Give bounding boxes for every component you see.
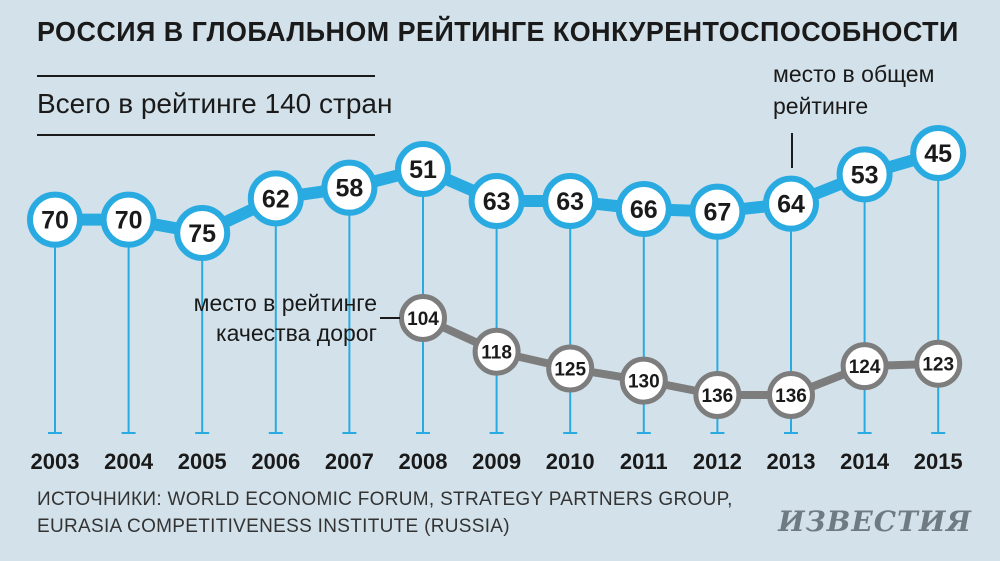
roads-label-2015: 123	[922, 355, 954, 376]
overall-point-2012	[689, 183, 746, 240]
roads-point-2015	[914, 339, 963, 388]
izvestia-logo: ИЗВЕСТИЯ	[778, 505, 972, 538]
overall-label-2004: 70	[115, 207, 143, 235]
overall-label-2003: 70	[41, 207, 69, 235]
roads-label-2013: 136	[775, 386, 807, 407]
year-label-2012: 2012	[693, 449, 742, 474]
roads-point-2010	[546, 344, 595, 393]
overall-point-2003	[27, 191, 83, 248]
overall-label-2013: 64	[777, 191, 805, 219]
chart-subtitle: Всего в рейтинге 140 стран	[37, 88, 393, 119]
overall-label-2012: 67	[703, 199, 731, 227]
year-label-2014: 2014	[840, 449, 890, 474]
overall-label-2011: 66	[630, 196, 658, 224]
source-line-1: ИСТОЧНИКИ: WORLD ECONOMIC FORUM, STRATEG…	[37, 489, 733, 510]
x-axis-labels: 2003 2004 2005 2006 2007 2008 2009 2010 2011 2012…	[31, 449, 963, 474]
overall-series-label-line-2: рейтинге	[773, 93, 868, 119]
overall-label-2008: 51	[409, 156, 437, 184]
overall-series: 70 70 75 62 58 51 63 63 66 67 64 53 45	[27, 125, 967, 261]
overall-point-2015	[910, 125, 967, 181]
year-label-2011: 2011	[620, 449, 668, 474]
overall-point-2014	[836, 146, 893, 203]
year-label-2007: 2007	[325, 449, 374, 474]
roads-point-2009	[472, 327, 521, 376]
roads-series-label-line-1: место в рейтинге	[194, 290, 377, 316]
overall-point-2006	[247, 170, 304, 227]
source-line-2: EURASIA COMPETITIVENESS INSTITUTE (RUSSI…	[37, 516, 510, 537]
year-label-2004: 2004	[104, 449, 154, 474]
overall-label-2010: 63	[556, 188, 584, 216]
overall-point-2010	[542, 173, 599, 229]
year-label-2003: 2003	[31, 449, 80, 474]
overall-label-2015: 45	[924, 140, 952, 168]
roads-label-2014: 124	[849, 357, 881, 378]
year-label-2005: 2005	[178, 449, 227, 474]
roads-label-2011: 130	[628, 372, 660, 393]
chart-title: РОССИЯ В ГЛОБАЛЬНОМ РЕЙТИНГЕ КОНКУРЕНТОС…	[37, 16, 959, 47]
title-divider-top	[37, 75, 375, 77]
overall-point-2005	[174, 205, 231, 261]
overall-point-2013	[763, 175, 819, 232]
roads-label-2009: 118	[481, 343, 512, 364]
overall-label-2007: 58	[335, 175, 363, 203]
year-label-2006: 2006	[251, 449, 300, 474]
roads-point-2013	[767, 371, 815, 419]
year-label-2008: 2008	[399, 449, 448, 474]
overall-point-2008	[395, 141, 451, 197]
roads-series-label-line-2: качества дорог	[216, 320, 377, 346]
year-label-2015: 2015	[914, 449, 963, 474]
title-divider-bottom	[37, 134, 375, 136]
year-label-2010: 2010	[546, 449, 595, 474]
roads-point-2011	[619, 356, 668, 405]
roads-label-2012: 136	[702, 386, 734, 407]
overall-point-2009	[468, 173, 525, 229]
overall-point-2011	[615, 181, 672, 237]
overall-point-2007	[321, 159, 378, 216]
year-label-2009: 2009	[472, 449, 521, 474]
overall-label-2005: 75	[188, 220, 216, 248]
overall-point-2004	[100, 191, 157, 248]
roads-point-2008	[399, 294, 447, 342]
overall-label-2009: 63	[483, 188, 511, 216]
year-label-2013: 2013	[767, 449, 816, 474]
overall-series-label-line-1: место в общем	[773, 61, 934, 87]
overall-label-2006: 62	[262, 185, 290, 213]
roads-series: 104 118 125 130 136 136 124 123	[399, 294, 963, 419]
roads-point-2012	[693, 371, 742, 419]
roads-label-2008: 104	[407, 309, 439, 330]
series-labels: место в рейтинге качества дорог место в об…	[194, 61, 935, 346]
roads-label-2010: 125	[554, 360, 586, 381]
roads-point-2014	[840, 342, 889, 391]
overall-label-2014: 53	[851, 161, 879, 189]
